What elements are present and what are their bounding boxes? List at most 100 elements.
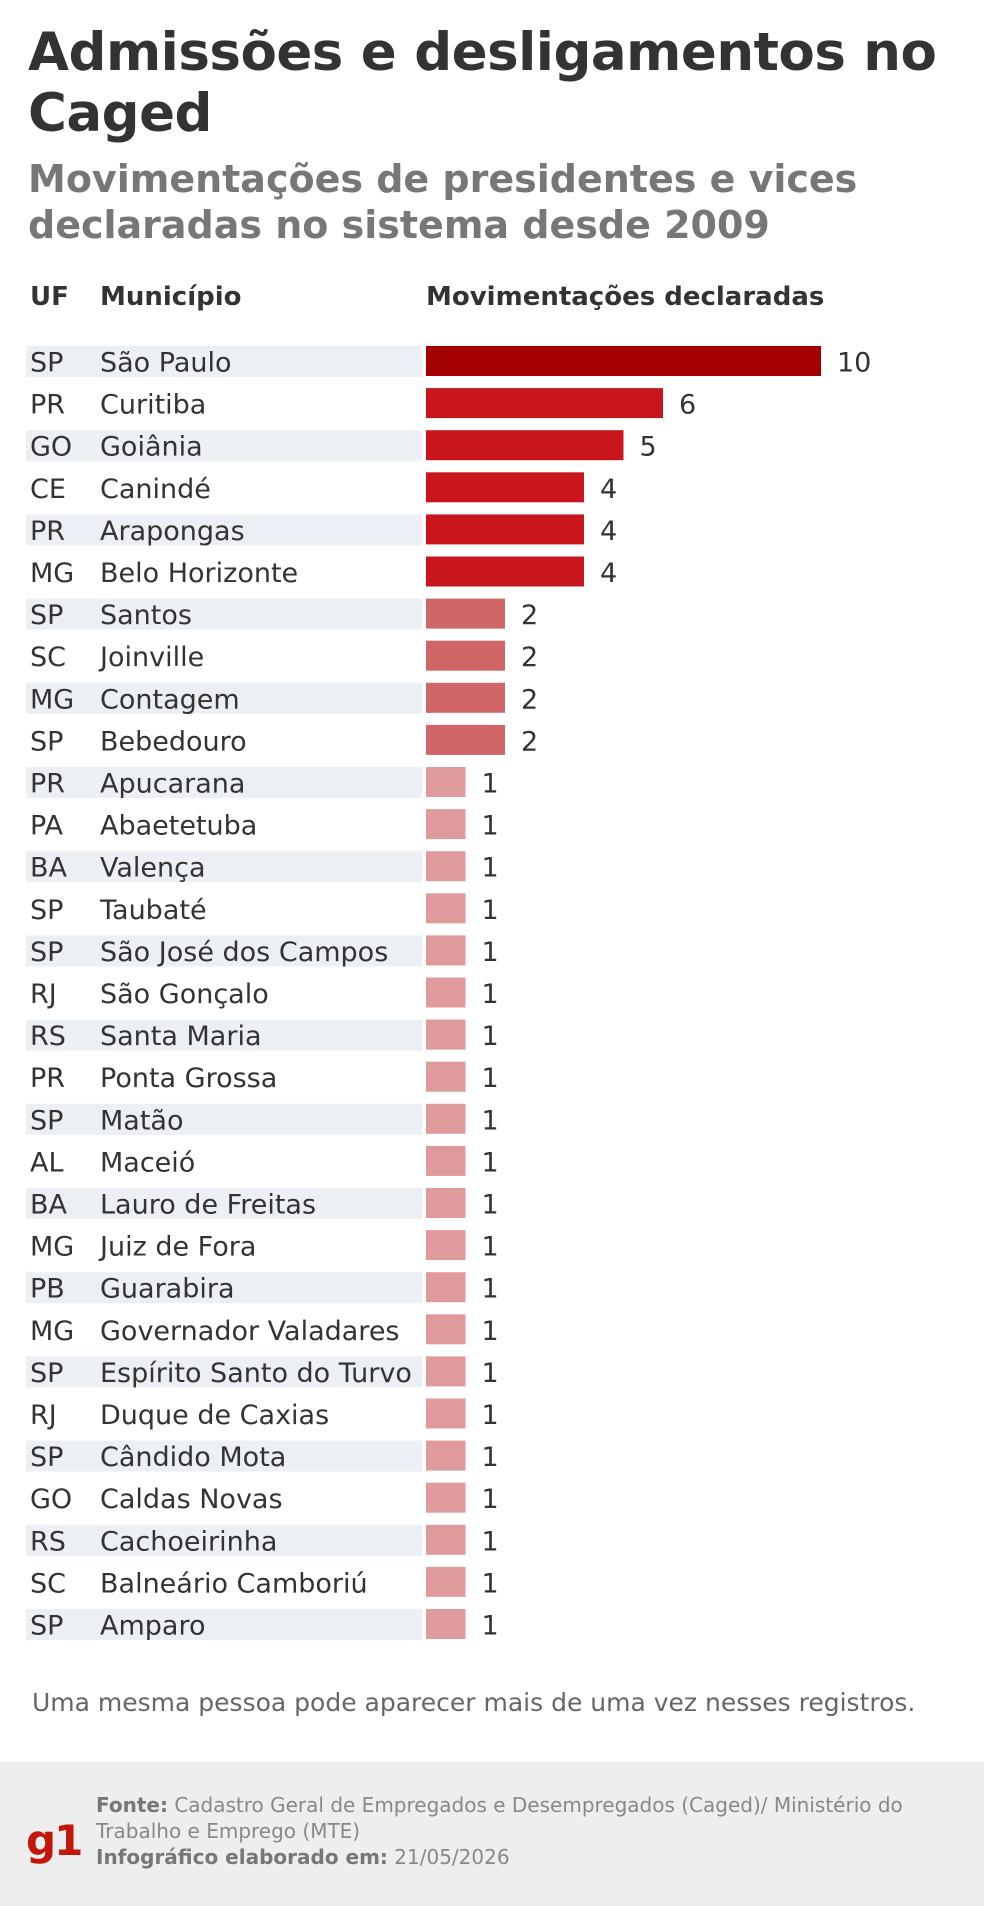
value-label: 1	[482, 1316, 499, 1347]
value-label: 2	[521, 642, 538, 673]
municipio-label: Cândido Mota	[100, 1442, 286, 1473]
bar	[426, 893, 466, 924]
bar	[426, 1272, 466, 1303]
municipio-label: Maceió	[100, 1147, 195, 1178]
bar	[426, 598, 505, 629]
municipio-label: Curitiba	[100, 390, 206, 421]
municipio-label: Valença	[100, 853, 206, 884]
uf-label: RJ	[30, 1400, 57, 1431]
uf-label: PB	[30, 1274, 65, 1305]
bar	[426, 640, 505, 671]
uf-label: PR	[30, 769, 65, 800]
uf-label: PR	[30, 516, 65, 547]
value-label: 1	[482, 811, 499, 842]
row-stripe	[26, 682, 422, 714]
value-label: 1	[482, 1442, 499, 1473]
value-label: 1	[482, 1358, 499, 1389]
value-label: 10	[837, 348, 871, 379]
value-label: 1	[482, 1232, 499, 1263]
municipio-label: Arapongas	[100, 516, 245, 547]
value-label: 2	[521, 684, 538, 715]
date-text: 21/05/2026	[394, 1845, 510, 1869]
bar	[426, 977, 466, 1008]
municipio-label: Balneário Camboriú	[100, 1568, 368, 1599]
footnote: Uma mesma pessoa pode aparecer mais de u…	[32, 1688, 916, 1717]
municipio-label: Contagem	[100, 684, 240, 715]
row-stripe	[26, 1103, 422, 1135]
bar	[426, 767, 466, 797]
value-label: 1	[482, 1274, 499, 1305]
bar	[426, 724, 505, 755]
value-label: 1	[482, 853, 499, 884]
uf-label: SC	[30, 642, 66, 673]
source-block: Fonte: Cadastro Geral de Empregados e De…	[96, 1792, 916, 1870]
value-label: 1	[482, 979, 499, 1010]
bar	[426, 1314, 466, 1345]
date-label: Infográfico elaborado em:	[96, 1845, 388, 1869]
value-label: 4	[600, 558, 617, 589]
value-label: 1	[482, 1400, 499, 1431]
row-stripe	[26, 1356, 422, 1388]
municipio-label: Juiz de Fora	[98, 1232, 256, 1263]
bar	[426, 472, 584, 503]
source-label: Fonte:	[96, 1793, 168, 1817]
bar	[426, 388, 663, 419]
bar	[426, 1356, 466, 1387]
row-stripe	[26, 514, 422, 546]
uf-label: PR	[30, 1063, 65, 1094]
municipio-label: Joinville	[98, 642, 204, 673]
bar	[426, 1524, 466, 1555]
municipio-label: Guarabira	[100, 1274, 235, 1305]
value-label: 1	[482, 769, 499, 800]
header-uf: UF	[30, 282, 69, 312]
row-stripe	[26, 430, 422, 462]
uf-label: RS	[30, 1526, 66, 1557]
municipio-label: Abaetetuba	[100, 811, 257, 842]
municipio-label: Bebedouro	[100, 726, 247, 757]
municipio-label: Matão	[100, 1105, 184, 1136]
value-label: 2	[521, 600, 538, 631]
municipio-label: Belo Horizonte	[100, 558, 298, 589]
uf-label: MG	[30, 1316, 74, 1347]
bar-chart: SP São Paulo 10 PR Curitiba 6 GO Goiânia 5 CE Cani…	[26, 346, 871, 1642]
row-stripe	[26, 767, 422, 798]
uf-label: SP	[30, 937, 63, 968]
value-label: 1	[482, 937, 499, 968]
municipio-label: São Paulo	[100, 348, 232, 379]
bar	[426, 346, 821, 376]
uf-label: SP	[30, 348, 63, 379]
uf-label: SP	[30, 726, 63, 757]
municipio-label: Goiânia	[100, 432, 203, 463]
value-label: 4	[600, 474, 617, 505]
uf-label: SP	[30, 1105, 63, 1136]
bar	[426, 1188, 466, 1218]
value-label: 1	[482, 1147, 499, 1178]
municipio-label: Apucarana	[100, 769, 245, 800]
row-stripe	[26, 346, 422, 377]
municipio-label: Lauro de Freitas	[100, 1190, 316, 1221]
uf-label: RJ	[30, 979, 57, 1010]
bar	[426, 1019, 466, 1050]
row-stripe	[26, 935, 422, 967]
bar	[426, 1230, 466, 1261]
bar	[426, 1609, 466, 1639]
uf-label: SP	[30, 1442, 63, 1473]
value-label: 1	[482, 1063, 499, 1094]
value-label: 1	[482, 895, 499, 926]
value-label: 2	[521, 726, 538, 757]
bar	[426, 1440, 466, 1471]
value-label: 6	[679, 390, 696, 421]
value-label: 1	[482, 1190, 499, 1221]
g1-logo: g1	[26, 1816, 83, 1865]
row-stripe	[26, 1019, 422, 1051]
municipio-label: São Gonçalo	[100, 979, 269, 1010]
bar	[426, 1145, 466, 1176]
header-municipio: Município	[100, 282, 242, 312]
row-stripe	[26, 1524, 422, 1556]
municipio-label: Canindé	[100, 474, 211, 505]
bar	[426, 514, 584, 545]
bar	[426, 556, 584, 587]
municipio-label: Santos	[100, 600, 192, 631]
value-label: 1	[482, 1021, 499, 1052]
bar	[426, 1566, 466, 1597]
